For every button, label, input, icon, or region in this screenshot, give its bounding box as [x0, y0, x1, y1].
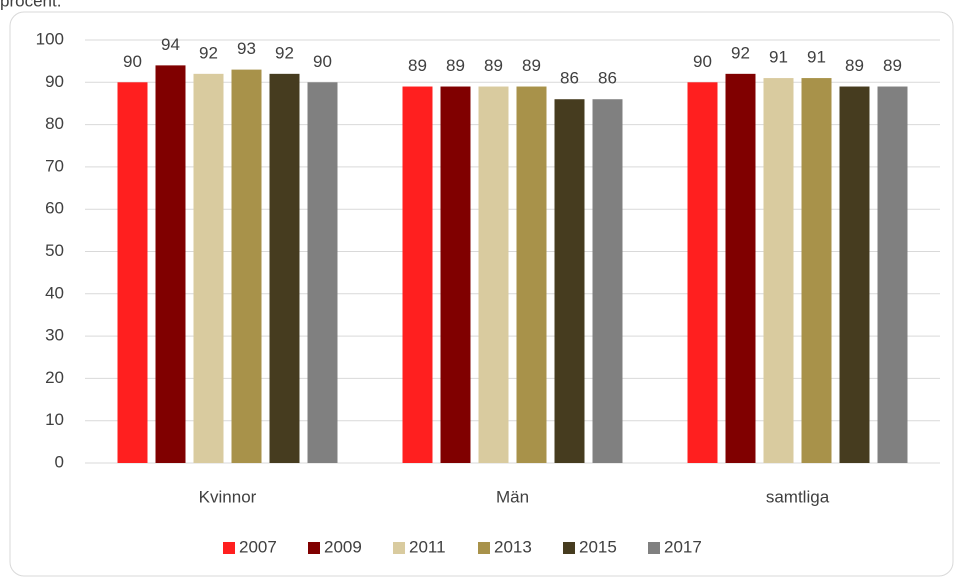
- bar: [687, 82, 718, 464]
- bar: [554, 99, 585, 463]
- legend-label: 2009: [324, 537, 362, 556]
- x-tick-label: samtliga: [766, 487, 830, 506]
- bar: [155, 65, 186, 463]
- data-label: 91: [807, 48, 826, 67]
- data-label: 89: [845, 56, 864, 75]
- bar: [193, 73, 224, 463]
- y-tick-label: 50: [45, 241, 64, 260]
- y-tick-label: 70: [45, 156, 64, 175]
- y-tick-label: 30: [45, 326, 64, 345]
- bar: [478, 86, 509, 463]
- bar: [269, 73, 300, 463]
- bar: [402, 86, 433, 463]
- data-label: 90: [313, 52, 332, 71]
- legend-swatch: [223, 542, 235, 554]
- data-label: 93: [237, 39, 256, 58]
- data-label: 92: [199, 43, 218, 62]
- data-label: 90: [693, 52, 712, 71]
- bar: [592, 99, 623, 463]
- bar: [801, 78, 832, 463]
- bar: [725, 73, 756, 463]
- legend-label: 2017: [664, 537, 702, 556]
- bar: [516, 86, 547, 463]
- y-tick-label: 0: [55, 452, 64, 471]
- legend-label: 2007: [239, 537, 277, 556]
- bar: [839, 86, 870, 463]
- y-tick-label: 90: [45, 72, 64, 91]
- legend-label: 2015: [579, 537, 617, 556]
- y-tick-label: 100: [36, 29, 64, 48]
- caption: procent.: [0, 0, 61, 10]
- legend-swatch: [563, 542, 575, 554]
- data-label: 91: [769, 48, 788, 67]
- data-label: 92: [731, 43, 750, 62]
- y-tick-label: 10: [45, 410, 64, 429]
- bar: [763, 78, 794, 463]
- x-tick-label: Män: [496, 487, 529, 506]
- legend-label: 2011: [409, 537, 446, 556]
- bar: [307, 82, 338, 464]
- legend-label: 2013: [494, 537, 532, 556]
- data-label: 89: [883, 56, 902, 75]
- bar: [231, 69, 262, 464]
- data-label: 89: [408, 56, 427, 75]
- bar: [877, 86, 908, 463]
- x-tick-label: Kvinnor: [199, 487, 257, 506]
- data-label: 92: [275, 43, 294, 62]
- y-tick-label: 60: [45, 199, 64, 218]
- y-tick-label: 20: [45, 368, 64, 387]
- data-label: 90: [123, 52, 142, 71]
- data-label: 89: [484, 56, 503, 75]
- data-label: 86: [598, 69, 617, 88]
- data-label: 86: [560, 69, 579, 88]
- y-tick-label: 80: [45, 114, 64, 133]
- legend-swatch: [308, 542, 320, 554]
- legend-swatch: [393, 542, 405, 554]
- y-tick-label: 40: [45, 283, 64, 302]
- data-label: 94: [161, 35, 180, 54]
- bar: [440, 86, 471, 463]
- data-label: 89: [522, 56, 541, 75]
- data-label: 89: [446, 56, 465, 75]
- legend-swatch: [478, 542, 490, 554]
- legend-swatch: [648, 542, 660, 554]
- bar: [117, 82, 148, 464]
